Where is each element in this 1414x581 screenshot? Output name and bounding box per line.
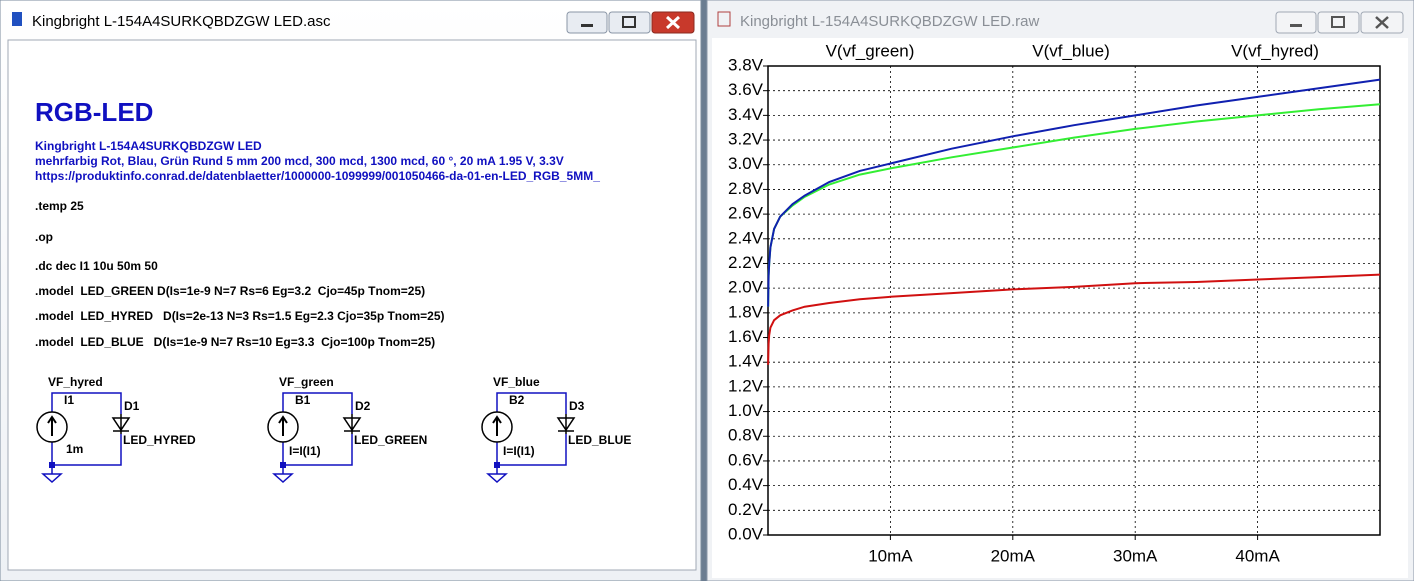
schematic-canvas [7,39,697,571]
y-tick-label: 1.0V [728,401,764,420]
source-value: 1m [66,442,83,456]
maximize-button[interactable] [1317,11,1360,34]
y-tick-label: 3.8V [728,55,764,74]
close-icon [1375,16,1389,29]
y-tick-label: 0.8V [728,426,764,445]
y-tick-label: 0.2V [728,500,764,519]
schematic-components: VF_hyred I1 D1 LED_HYRED 1m VF_green B1 D2 LED_G… [36,375,631,484]
maximize-icon [1331,16,1345,28]
current-source [267,411,299,443]
y-tick-label: 1.4V [728,352,764,371]
y-tick-label: 3.2V [728,130,764,149]
y-tick-label: 2.0V [728,278,764,297]
legend-entry: V(vf_hyred) [1231,41,1319,60]
y-tick-label: 0.4V [728,475,764,494]
description-line: Kingbright L-154A4SURKQBDZGW LED [35,139,262,153]
description-line: mehrfarbig Rot, Blau, Grün Rund 5 mm 200… [35,154,564,168]
plot-pane [712,38,1408,578]
maximize-button[interactable] [608,11,651,34]
x-tick-label: 20mA [991,546,1036,565]
minimize-button[interactable] [566,11,608,34]
series-line [767,273,1381,365]
maximize-icon [622,16,636,28]
legend-entry: V(vf_blue) [1032,41,1109,60]
diode-name: D2 [355,399,371,413]
directive: .model LED_BLUE D(Is=1e-9 N=7 Rs=10 Eg=3… [35,335,435,349]
source-value: I=I(I1) [289,444,321,458]
y-tick-label: 1.2V [728,376,764,395]
directive: .dc dec I1 10u 50m 50 [35,259,158,273]
source-name: B2 [509,393,525,407]
source-value: I=I(I1) [503,444,535,458]
net-label: VF_blue [493,375,540,389]
diode-model: LED_GREEN [354,433,427,447]
window-icon [717,11,731,27]
x-tick-label: 40mA [1235,546,1280,565]
diode-model: LED_BLUE [568,433,631,447]
directive: .op [35,230,53,244]
schematic-window: Kingbright L-154A4SURKQBDZGW LED.asc RGB… [0,0,702,581]
directive: .model LED_HYRED D(Is=2e-13 N=3 Rs=1.5 E… [35,309,445,323]
diode-name: D1 [124,399,140,413]
description-line: https://produktinfo.conrad.de/datenblaet… [35,169,600,183]
y-tick-label: 3.0V [728,154,764,173]
source-arrow [47,415,57,436]
diode [342,414,362,434]
net-label: VF_green [279,375,334,389]
source-arrow [278,415,288,436]
heading: RGB-LED [35,97,153,127]
series-line [767,78,1381,307]
pin [494,462,500,468]
window-icon [12,12,22,26]
x-tick-label: 10mA [868,546,913,565]
current-source [36,411,68,443]
plot: 0.0V 0.2V 0.4V 0.6V 0.8V 1.0V 1.2V 1.4V 1.6V 1.8V… [728,41,1381,565]
y-tick-label: 0.6V [728,450,764,469]
y-tick-label: 2.2V [728,253,764,272]
y-tick-label: 1.8V [728,302,764,321]
legend-entry: V(vf_green) [826,41,915,60]
source-name: B1 [295,393,311,407]
diode-name: D3 [569,399,585,413]
waveform-window: Kingbright L-154A4SURKQBDZGW LED.raw 0.0… [706,0,1414,581]
y-tick-label: 3.6V [728,80,764,99]
y-tick-label: 2.6V [728,204,764,223]
diode-model: LED_HYRED [123,433,196,447]
y-tick-label: 3.4V [728,105,764,124]
pin [49,462,55,468]
y-tick-label: 1.6V [728,327,764,346]
minimize-icon [581,24,593,27]
schematic-content: RGB-LED Kingbright L-154A4SURKQBDZGW LED… [35,97,631,484]
window-title: Kingbright L-154A4SURKQBDZGW LED.asc [32,13,331,30]
pin [280,462,286,468]
minimize-icon [1290,24,1302,27]
close-icon [665,15,681,30]
diode [111,414,131,434]
y-tick-label: 2.4V [728,228,764,247]
diode [556,414,576,434]
source-name: I1 [64,393,74,407]
net-label: VF_hyred [48,375,103,389]
source-arrow [492,415,502,436]
minimize-button[interactable] [1275,11,1317,34]
window-title: Kingbright L-154A4SURKQBDZGW LED.raw [740,13,1039,30]
current-source [481,411,513,443]
y-tick-label: 0.0V [728,524,764,543]
x-tick-label: 30mA [1113,546,1158,565]
y-tick-label: 2.8V [728,179,764,198]
directive: .model LED_GREEN D(Is=1e-9 N=7 Rs=6 Eg=3… [35,284,425,298]
directive: .temp 25 [35,199,84,213]
